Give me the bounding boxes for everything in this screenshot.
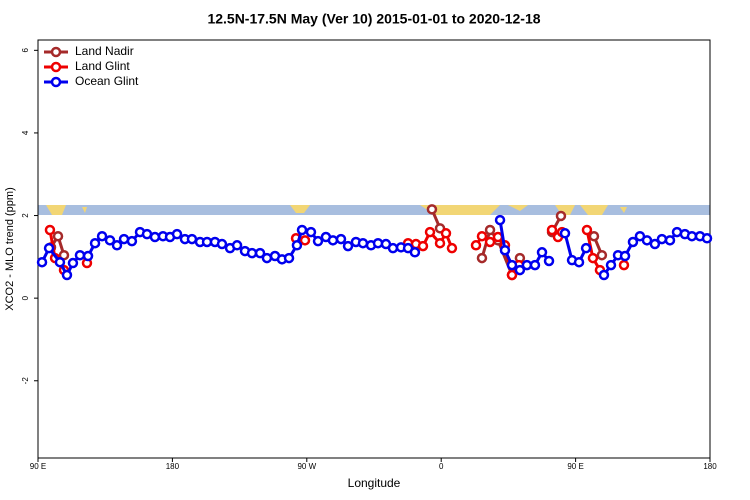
data-point: [67, 257, 79, 269]
data-point: [231, 240, 243, 251]
data-point: [291, 240, 303, 251]
x-tick-label: 90 E: [567, 462, 583, 471]
data-point: [149, 231, 161, 243]
data-point: [44, 224, 56, 236]
legend-marker: [50, 61, 62, 73]
data-point: [476, 230, 488, 242]
x-axis-label: Longitude: [348, 476, 401, 490]
data-point: [555, 210, 567, 222]
data-point: [470, 240, 482, 251]
data-point: [627, 236, 639, 248]
plot-frame: [37, 39, 711, 459]
data-point: [686, 230, 698, 242]
data-point: [492, 231, 504, 243]
data-point: [598, 269, 610, 281]
data-point: [587, 252, 599, 264]
data-point: [409, 247, 421, 258]
data-point: [186, 233, 198, 245]
data-point: [312, 235, 324, 247]
data-point: [216, 238, 228, 250]
data-point: [254, 247, 266, 259]
y-tick-label: 6: [21, 48, 30, 53]
data-point: [529, 259, 541, 271]
data-point: [494, 214, 506, 226]
x-tick-label: 90 W: [297, 462, 316, 471]
data-point: [581, 224, 593, 236]
data-point: [664, 235, 676, 246]
data-point: [536, 247, 548, 258]
data-point: [357, 237, 369, 249]
data-point: [283, 252, 295, 264]
data-point: [74, 249, 86, 261]
legend-label: Land Nadir: [75, 44, 134, 58]
data-point: [417, 240, 429, 252]
data-point: [484, 224, 496, 236]
data-point: [96, 230, 108, 242]
data-point: [619, 250, 631, 262]
data-point: [484, 236, 496, 248]
y-tick-label: 2: [21, 213, 30, 218]
data-point: [126, 235, 138, 247]
data-point: [701, 233, 713, 244]
data-point: [580, 242, 592, 254]
y-axis-label: XCO2 - MLO trend (ppm): [4, 187, 16, 310]
data-point: [506, 269, 518, 281]
data-point: [649, 238, 661, 250]
data-point: [111, 240, 123, 251]
map-strip: [38, 205, 710, 215]
y-tick-label: -2: [21, 377, 30, 385]
data-point: [305, 226, 317, 238]
data-point: [171, 228, 183, 240]
legend-label: Ocean Glint: [75, 74, 139, 88]
data-point: [656, 233, 668, 245]
data-point: [641, 235, 653, 246]
data-point: [104, 235, 116, 246]
data-point: [588, 230, 600, 242]
data-point: [506, 259, 518, 271]
data-point: [573, 256, 585, 268]
data-point: [546, 224, 558, 236]
data-point: [387, 242, 399, 254]
y-tick-label: 0: [21, 295, 30, 300]
data-point: [618, 259, 630, 271]
data-point: [61, 269, 73, 281]
data-point: [559, 228, 571, 239]
chart-title: 12.5N-17.5N May (Ver 10) 2015-01-01 to 2…: [207, 11, 540, 27]
data-point: [543, 255, 555, 267]
data-point: [424, 226, 436, 238]
x-tick-label: 180: [166, 462, 180, 471]
data-point: [434, 237, 446, 249]
data-point: [335, 233, 347, 245]
x-tick-label: 90 E: [30, 462, 46, 471]
data-point: [296, 224, 308, 236]
data-point: [605, 259, 617, 271]
legend-marker: [50, 76, 62, 88]
data-point: [43, 242, 55, 254]
data-point: [440, 228, 452, 239]
data-point: [514, 264, 526, 276]
legend-marker: [50, 46, 62, 58]
data-point: [82, 250, 94, 262]
data-point: [54, 256, 66, 268]
data-point: [446, 242, 458, 254]
data-point: [36, 256, 48, 268]
legend-label: Land Glint: [75, 59, 130, 73]
data-point: [89, 237, 101, 249]
x-tick-label: 180: [703, 462, 717, 471]
data-point: [327, 235, 339, 246]
data-point: [246, 247, 258, 259]
data-point: [52, 230, 64, 242]
data-point: [499, 244, 511, 256]
data-point: [596, 249, 608, 261]
data-point: [521, 259, 533, 271]
data-point: [299, 235, 311, 246]
data-point: [476, 252, 488, 264]
data-point: [342, 240, 354, 252]
x-tick-label: 0: [439, 462, 444, 471]
data-point: [261, 252, 273, 264]
y-tick-label: 4: [21, 130, 30, 135]
data-point: [426, 204, 438, 215]
